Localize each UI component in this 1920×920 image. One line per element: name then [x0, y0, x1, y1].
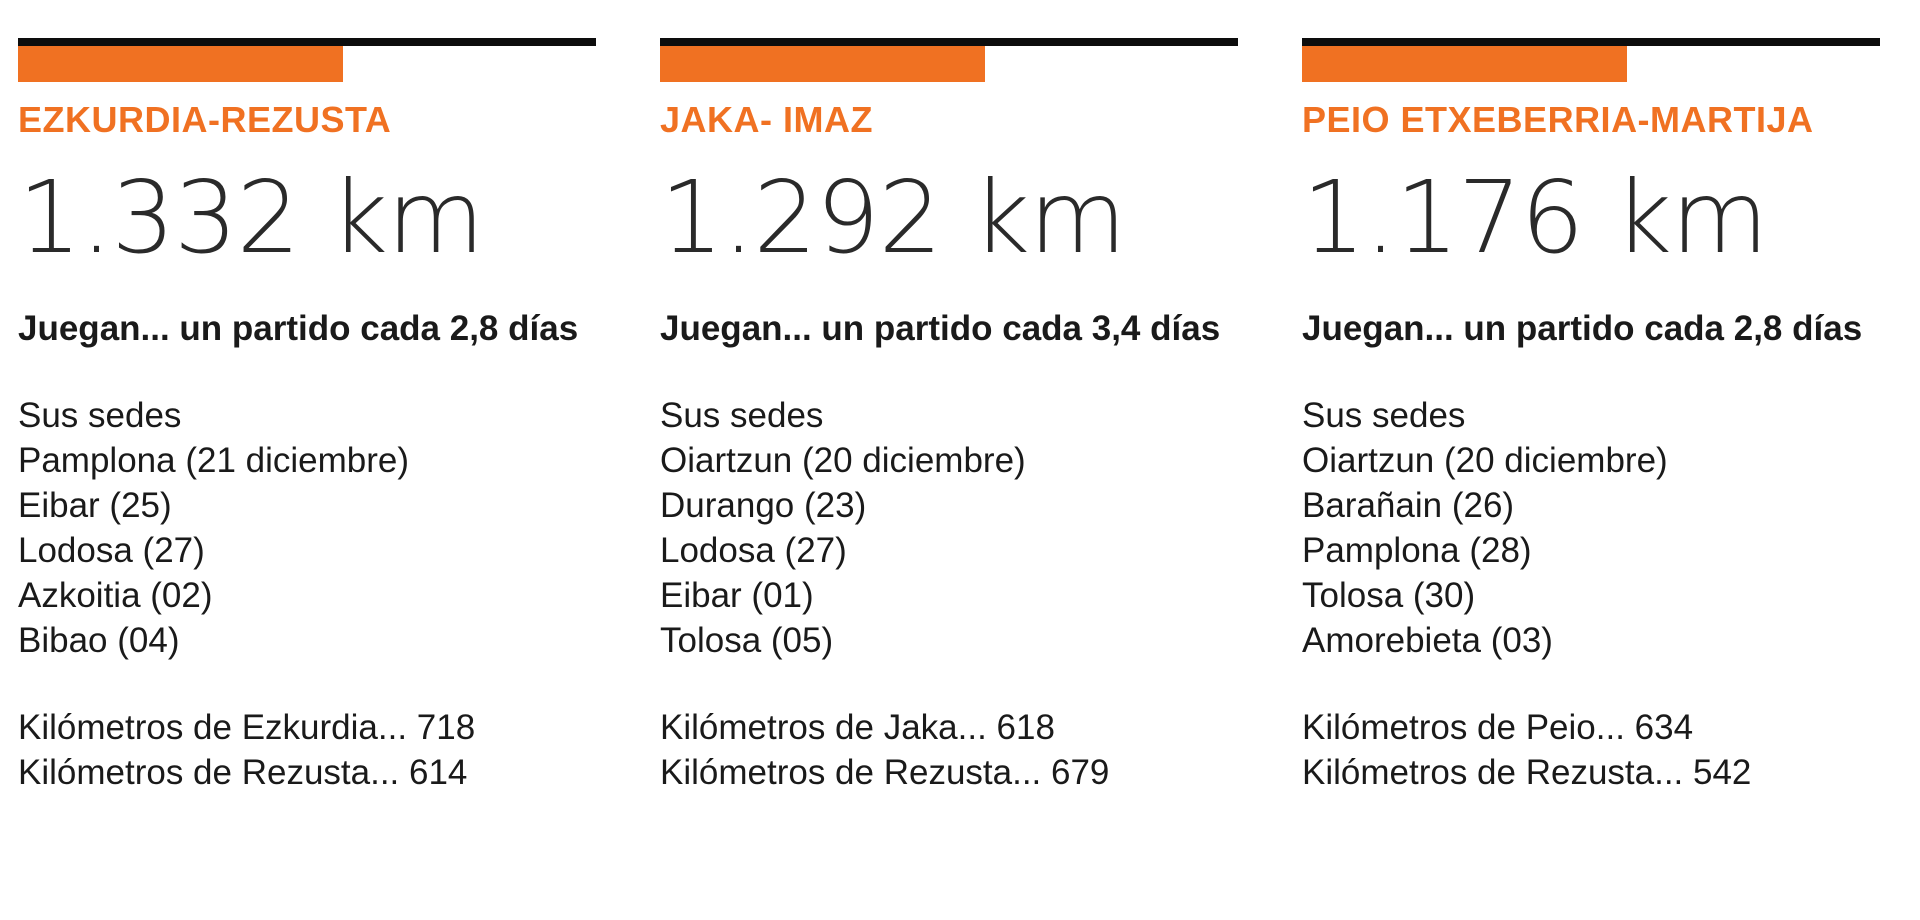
match-frequency: Juegan... un partido cada 2,8 días — [18, 309, 579, 348]
header-rule-black — [18, 38, 596, 46]
header-rule — [18, 38, 596, 83]
header-rule-orange — [660, 46, 985, 82]
venue-item: Tolosa (05) — [660, 621, 834, 660]
venue-item: Eibar (01) — [660, 576, 814, 615]
pair-name: PEIO ETXEBERRIA-MARTIJA — [1302, 99, 1814, 140]
player-km-list: Kilómetros de Jaka... 618 Kilómetros de … — [660, 705, 1238, 795]
venues-title: Sus sedes — [660, 396, 824, 435]
total-distance: 1.292 km — [660, 159, 1126, 276]
player-km-line: Kilómetros de Rezusta... 542 — [1302, 753, 1752, 792]
player-km-line: Kilómetros de Jaka... 618 — [660, 708, 1055, 747]
player-km-line: Kilómetros de Rezusta... 679 — [660, 753, 1110, 792]
header-rule — [660, 38, 1238, 83]
player-km-line: Kilómetros de Peio... 634 — [1302, 708, 1694, 747]
pair-name: JAKA- IMAZ — [660, 99, 873, 140]
venue-item: Bibao (04) — [18, 621, 180, 660]
venue-item: Azkoitia (02) — [18, 576, 213, 615]
player-km-list: Kilómetros de Ezkurdia... 718 Kilómetros… — [18, 705, 596, 795]
player-km-list: Kilómetros de Peio... 634 Kilómetros de … — [1302, 705, 1880, 795]
pair-column-jaka-imaz: JAKA- IMAZ 1.292 km Juegan... un partido… — [660, 38, 1238, 795]
venue-item: Pamplona (28) — [1302, 531, 1532, 570]
player-km-line: Kilómetros de Rezusta... 614 — [18, 753, 468, 792]
pair-column-ezkurdia-rezusta: EZKURDIA-REZUSTA 1.332 km Juegan... un p… — [18, 38, 596, 795]
header-rule-black — [1302, 38, 1880, 46]
player-km-line: Kilómetros de Ezkurdia... 718 — [18, 708, 476, 747]
venue-item: Amorebieta (03) — [1302, 621, 1553, 660]
venue-item: Tolosa (30) — [1302, 576, 1476, 615]
venues-title: Sus sedes — [18, 396, 182, 435]
header-rule-orange — [18, 46, 343, 82]
venue-item: Oiartzun (20 diciembre) — [1302, 441, 1668, 480]
match-frequency: Juegan... un partido cada 2,8 días — [1302, 309, 1863, 348]
total-distance: 1.332 km — [18, 159, 484, 276]
venues-list: Sus sedes Pamplona (21 diciembre) Eibar … — [18, 393, 596, 663]
venues-title: Sus sedes — [1302, 396, 1466, 435]
venues-list: Sus sedes Oiartzun (20 diciembre) Baraña… — [1302, 393, 1880, 663]
venue-item: Lodosa (27) — [660, 531, 847, 570]
match-frequency: Juegan... un partido cada 3,4 días — [660, 309, 1221, 348]
venue-item: Pamplona (21 diciembre) — [18, 441, 410, 480]
venue-item: Lodosa (27) — [18, 531, 205, 570]
venue-item: Barañain (26) — [1302, 486, 1515, 525]
venues-list: Sus sedes Oiartzun (20 diciembre) Durang… — [660, 393, 1238, 663]
header-rule-black — [660, 38, 1238, 46]
pair-name: EZKURDIA-REZUSTA — [18, 99, 392, 140]
venue-item: Eibar (25) — [18, 486, 172, 525]
pair-column-peio-etxeberria-martija: PEIO ETXEBERRIA-MARTIJA 1.176 km Juegan.… — [1302, 38, 1880, 795]
header-rule-orange — [1302, 46, 1627, 82]
venue-item: Oiartzun (20 diciembre) — [660, 441, 1026, 480]
header-rule — [1302, 38, 1880, 83]
total-distance: 1.176 km — [1302, 159, 1768, 276]
venue-item: Durango (23) — [660, 486, 867, 525]
